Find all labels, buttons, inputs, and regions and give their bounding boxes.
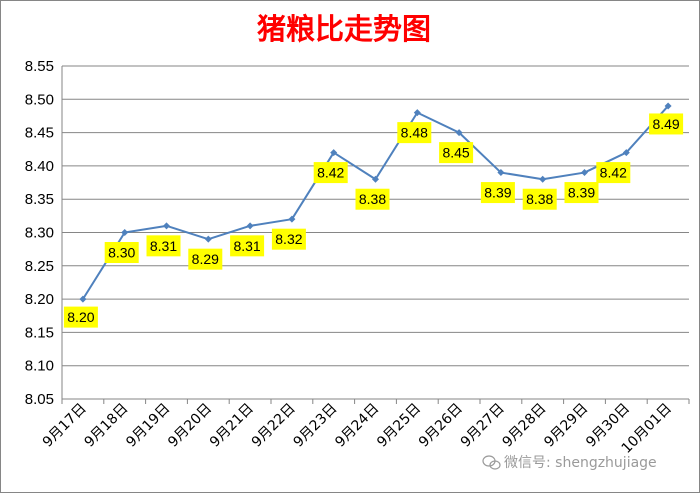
data-label: 8.48 (401, 125, 428, 141)
watermark-text: 微信号: shengzhujiage (504, 455, 657, 471)
y-tick-label: 8.55 (25, 58, 54, 75)
data-label-box (397, 122, 432, 144)
y-tick-label: 8.40 (25, 158, 54, 175)
data-label-box (313, 162, 348, 184)
y-tick-label: 8.50 (25, 91, 54, 108)
data-label: 8.45 (442, 145, 469, 161)
data-label: 8.31 (150, 238, 177, 254)
x-tick-label: 9月28日 (500, 401, 550, 451)
data-label-box (355, 188, 390, 210)
data-label: 8.30 (108, 245, 135, 261)
data-label-box (596, 162, 631, 184)
x-tick-label: 9月26日 (416, 401, 466, 451)
x-tick-label: 9月24日 (332, 401, 382, 451)
data-label: 8.38 (526, 191, 553, 207)
y-tick-label: 8.45 (25, 125, 54, 142)
data-label-box (564, 182, 599, 204)
data-point (246, 222, 254, 230)
data-point (455, 129, 463, 137)
data-point (204, 235, 212, 243)
y-axis-ticks: 8.05 8.10 8.15 8.20 8.25 8.30 8.35 8.40 8.45 8.50… (25, 58, 54, 408)
data-label-box (104, 242, 139, 263)
data-label: 8.42 (600, 165, 627, 181)
data-label-box (146, 235, 181, 257)
data-label-box (649, 113, 684, 135)
x-tick-label: 9月27日 (458, 401, 508, 451)
y-tick-label: 8.35 (25, 191, 54, 208)
data-label-box (522, 188, 557, 210)
data-point (622, 149, 630, 157)
x-tick-label: 9月18日 (82, 401, 132, 451)
data-label-box (439, 142, 474, 164)
y-tick-label: 8.20 (25, 291, 54, 308)
data-point (497, 169, 505, 177)
data-point (163, 222, 170, 230)
x-tick-label: 9月17日 (40, 401, 90, 451)
y-tick-label: 8.10 (25, 358, 54, 375)
data-label-box (230, 235, 265, 257)
x-tick-label: 9月29日 (541, 401, 591, 451)
data-label: 8.20 (67, 309, 94, 325)
data-point (288, 215, 296, 223)
wechat-icon (482, 455, 501, 470)
data-label: 8.31 (233, 238, 260, 254)
data-point (79, 295, 87, 303)
data-label: 8.49 (652, 116, 679, 132)
data-label: 8.39 (568, 185, 595, 201)
data-label-box (271, 228, 306, 250)
x-tick-label: 9月25日 (374, 401, 424, 451)
y-tick-label: 8.30 (25, 225, 54, 242)
data-point (539, 175, 547, 183)
x-tick-label: 9月19日 (123, 401, 173, 451)
x-tick-label: 9月22日 (249, 401, 299, 451)
series-layer (79, 102, 672, 303)
watermark: 微信号: shengzhujiage (482, 455, 657, 471)
data-label-box (188, 248, 223, 270)
x-tick-label: 9月20日 (165, 401, 215, 451)
y-tick-label: 8.25 (25, 258, 54, 275)
data-point (664, 102, 672, 110)
data-point (121, 229, 129, 236)
x-tick-label: 9月23日 (291, 401, 341, 451)
data-label: 8.38 (359, 191, 386, 207)
data-labels: 8.20 8.30 8.31 8.29 8.31 8.32 8.42 8.38 8.48 8.45… (63, 113, 684, 328)
data-label: 8.39 (484, 185, 511, 201)
gridlines (62, 65, 689, 367)
chart-title: 猪粮比走势图 (257, 12, 431, 46)
axes (61, 66, 690, 404)
x-axis-ticks: 9月17日9月18日9月19日9月20日9月21日9月22日9月23日9月24日… (40, 401, 675, 457)
data-point (581, 169, 588, 177)
data-point (413, 109, 421, 117)
data-label-box (63, 306, 98, 328)
y-tick-label: 8.05 (25, 391, 54, 408)
y-tick-label: 8.15 (25, 324, 54, 341)
data-label: 8.42 (317, 165, 344, 181)
data-label: 8.32 (275, 231, 302, 247)
x-tick-label: 9月21日 (207, 401, 257, 451)
data-point (372, 175, 379, 183)
data-label: 8.29 (192, 251, 219, 267)
data-label-box (480, 182, 515, 204)
data-point (330, 149, 338, 157)
